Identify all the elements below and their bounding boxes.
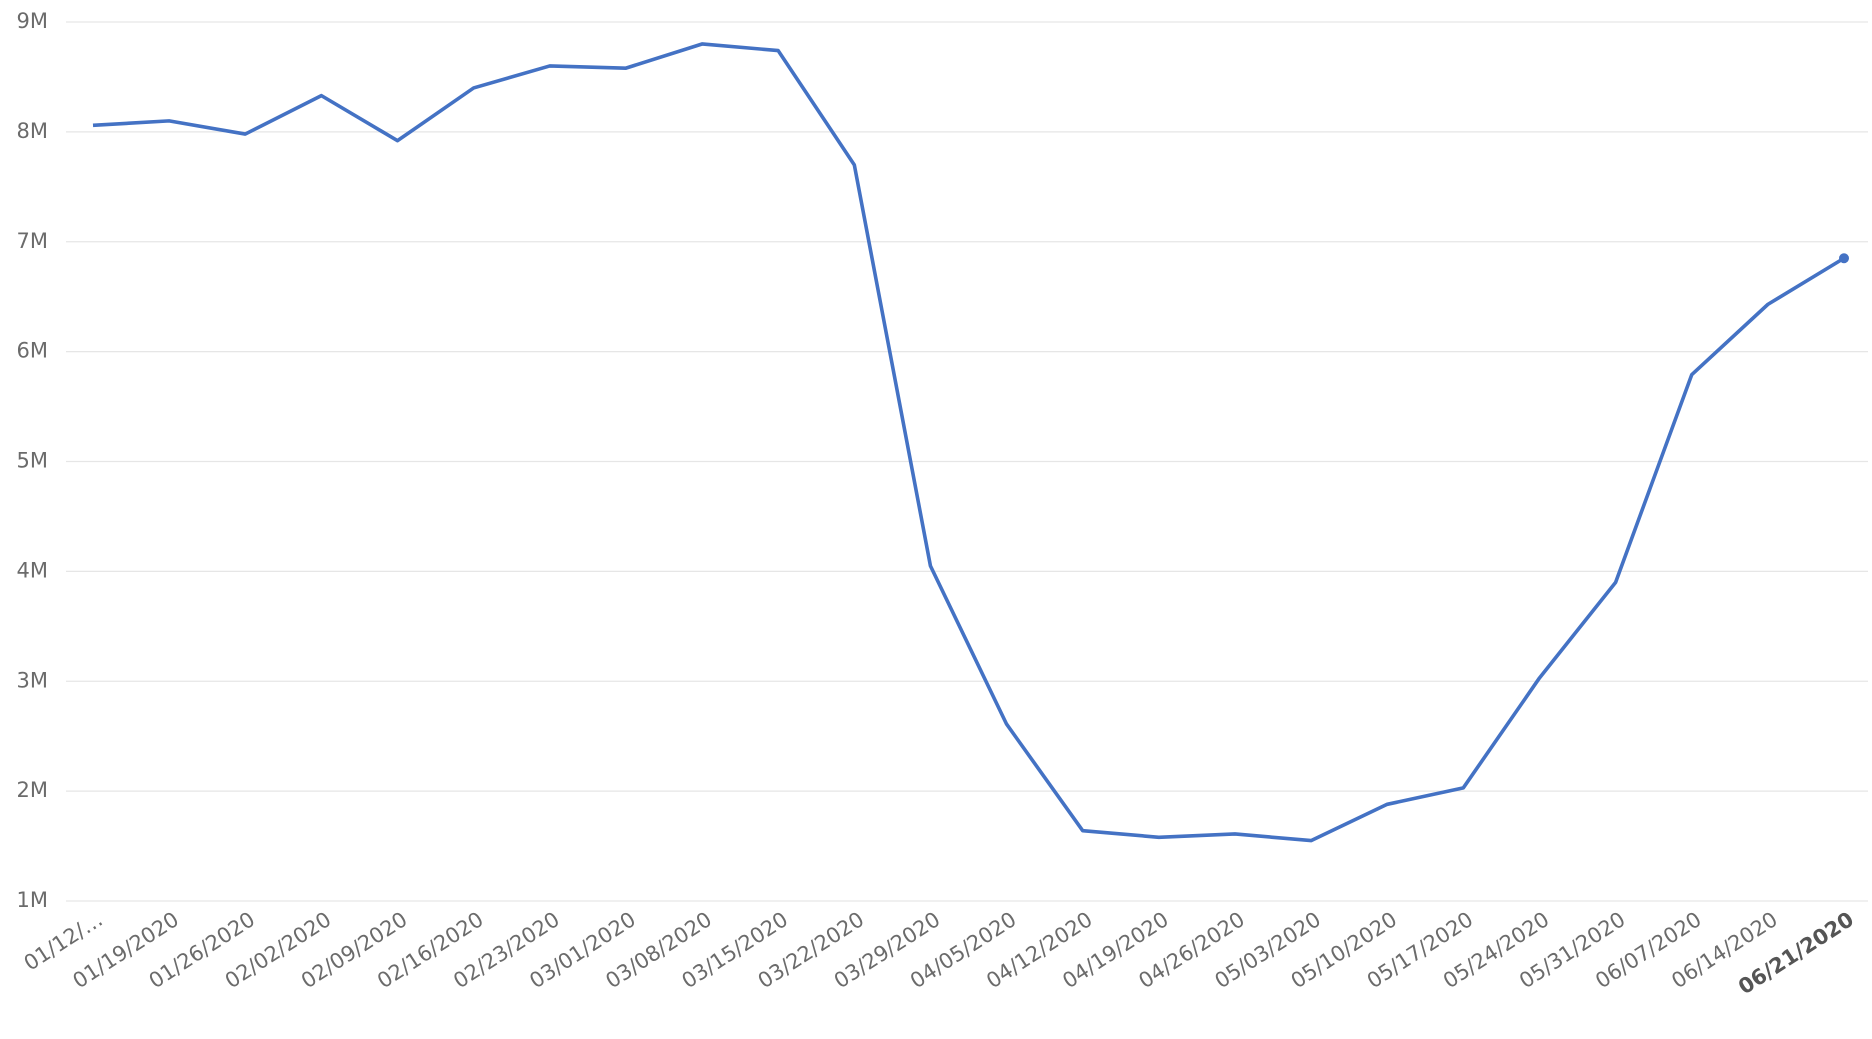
y-tick-label: 8M [17, 119, 48, 143]
line [92, 42, 1845, 843]
y-tick-label: 4M [17, 558, 48, 582]
end-point [1839, 253, 1849, 264]
y-tick-label: 6M [17, 339, 48, 363]
y-tick-label: 3M [17, 668, 48, 692]
y-tick-label: 1M [17, 888, 48, 912]
y-tick-label: 5M [17, 449, 48, 473]
y-tick-label: 9M [17, 9, 48, 33]
y-tick-label: 2M [17, 778, 48, 802]
y-tick-label: 7M [17, 229, 48, 253]
